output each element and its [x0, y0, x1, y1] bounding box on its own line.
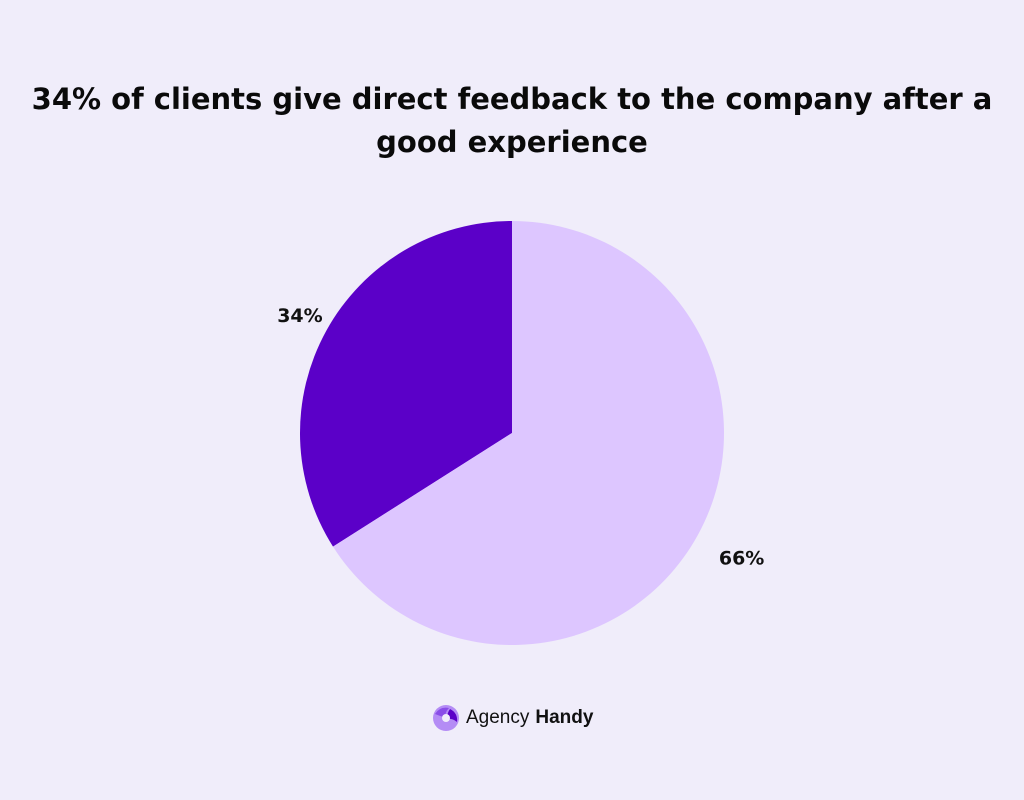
logo-icon: [433, 705, 459, 731]
slice-label-0: 34%: [277, 305, 322, 327]
pie-slice-0: [300, 221, 512, 547]
brand-name-bold: Handy: [535, 707, 594, 728]
slice-label-1: 66%: [719, 548, 764, 570]
brand-name-light: Agency: [466, 707, 530, 728]
chart-title: 34% of clients give direct feedback to t…: [31, 82, 993, 159]
pie-slice-1: [333, 221, 725, 646]
brand-logo: Agency Handy: [432, 704, 593, 732]
